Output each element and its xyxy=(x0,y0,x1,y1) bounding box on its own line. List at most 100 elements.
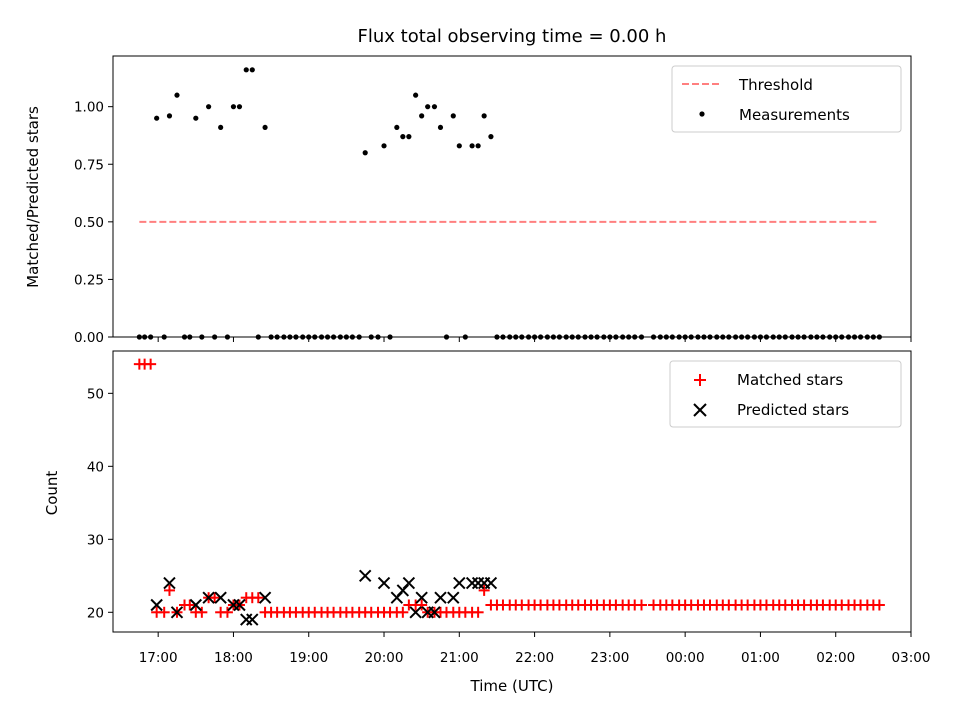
matched-point xyxy=(416,599,428,611)
measurement-point xyxy=(400,134,406,140)
measurement-point xyxy=(230,104,237,110)
top-axes: Matched/Predicted stars 0.00 0.25 0.50 0.75… xyxy=(24,55,912,346)
x-tick-label: 20:00 xyxy=(365,650,404,666)
predicted-point xyxy=(377,576,391,590)
predicted-point xyxy=(246,613,259,626)
x-tick-label: 02:00 xyxy=(816,650,855,666)
matched-point xyxy=(873,599,885,611)
x-tick-label: 19:00 xyxy=(289,650,328,666)
bottom-y-tick-label: 30 xyxy=(87,532,104,548)
measurement-point xyxy=(218,124,224,131)
bottom-legend: Matched stars Predicted stars xyxy=(669,360,902,428)
measurement-point xyxy=(154,115,160,121)
top-y-axis-label: Matched/Predicted stars xyxy=(24,106,42,288)
measurement-point xyxy=(166,113,173,119)
top-y-tick-label: 0.75 xyxy=(74,157,104,173)
top-legend: Threshold Measurements xyxy=(671,65,902,133)
measurement-point xyxy=(413,92,419,98)
measurement-point xyxy=(469,143,475,149)
matched-point xyxy=(184,599,196,611)
x-tick-label: 22:00 xyxy=(515,650,554,666)
bottom-legend-box xyxy=(669,360,902,428)
predicted-point xyxy=(453,576,466,590)
x-tick-label: 01:00 xyxy=(741,650,780,666)
matched-point xyxy=(196,606,208,618)
matched-point xyxy=(397,606,409,618)
top-legend-box xyxy=(671,65,902,133)
legend-matched-label: Matched stars xyxy=(737,371,843,389)
x-tick-label: 18:00 xyxy=(214,650,253,666)
bottom-y-tick-label: 20 xyxy=(87,605,104,621)
matched-point xyxy=(472,606,484,618)
measurement-point xyxy=(193,115,199,121)
predicted-points xyxy=(150,569,498,626)
measurement-point xyxy=(206,104,212,110)
top-y-ticks: 0.00 0.25 0.50 0.75 1.00 xyxy=(74,100,113,346)
matched-point xyxy=(635,599,647,611)
measurement-point xyxy=(381,143,387,149)
measurement-point xyxy=(174,92,180,98)
matched-point xyxy=(145,358,157,370)
legend-measurements-label: Measurements xyxy=(739,106,850,124)
measurement-point xyxy=(406,134,412,140)
measurement-point xyxy=(249,67,255,73)
matched-point xyxy=(221,606,233,618)
predicted-point xyxy=(402,576,416,590)
predicted-point xyxy=(434,591,447,604)
predicted-point xyxy=(484,576,498,590)
predicted-point xyxy=(447,591,460,604)
bottom-y-tick-label: 50 xyxy=(87,386,104,402)
measurement-point xyxy=(419,113,425,119)
x-tick-label: 03:00 xyxy=(892,650,931,666)
predicted-point xyxy=(428,606,441,619)
predicted-point xyxy=(163,576,176,590)
measurement-point xyxy=(481,113,487,119)
predicted-point xyxy=(415,591,428,604)
x-tick-label: 00:00 xyxy=(666,650,705,666)
measurement-point xyxy=(456,143,462,149)
predicted-point xyxy=(202,591,215,604)
predicted-point xyxy=(189,598,203,612)
predicted-point xyxy=(233,598,246,612)
matched-point xyxy=(158,606,170,618)
predicted-point xyxy=(170,606,184,619)
bottom-x-ticks: 17:00 18:00 19:00 20:00 21:00 22:00 23:00 00:00… xyxy=(139,632,931,666)
legend-predicted-swatch xyxy=(693,403,707,417)
predicted-point xyxy=(358,569,372,583)
matched-point xyxy=(252,592,264,604)
top-y-tick-label: 0.25 xyxy=(74,272,104,288)
measurement-point xyxy=(488,134,494,140)
matched-point xyxy=(478,584,490,596)
measurement-points xyxy=(136,67,882,340)
measurement-point xyxy=(437,124,444,131)
measurement-point xyxy=(450,113,456,119)
measurement-point xyxy=(236,104,243,110)
matched-point xyxy=(163,584,175,596)
bottom-y-axis-label: Count xyxy=(43,471,61,516)
bottom-plot-frame xyxy=(112,350,912,633)
measurement-point xyxy=(431,104,438,110)
top-plot-frame xyxy=(112,55,912,338)
legend-measurements-swatch xyxy=(699,111,705,117)
measurement-point xyxy=(394,124,400,131)
bottom-y-tick-label: 40 xyxy=(87,459,104,475)
x-tick-label: 23:00 xyxy=(590,650,629,666)
measurement-point xyxy=(475,143,481,149)
predicted-point xyxy=(258,591,272,604)
legend-predicted-label: Predicted stars xyxy=(737,401,849,419)
x-axis-label: Time (UTC) xyxy=(470,677,554,695)
x-tick-label: 17:00 xyxy=(139,650,178,666)
x-tick-label: 21:00 xyxy=(440,650,479,666)
top-y-tick-label: 1.00 xyxy=(74,100,104,116)
measurement-point xyxy=(243,67,249,73)
top-y-tick-label: 0.00 xyxy=(74,330,104,346)
legend-threshold-label: Threshold xyxy=(738,76,813,94)
predicted-point xyxy=(214,591,227,604)
legend-matched-swatch xyxy=(694,374,706,386)
measurement-point xyxy=(362,150,368,156)
measurement-point xyxy=(425,104,431,110)
bottom-axes: Count Time (UTC) 20 30 40 50 17:00 18:00 19:0… xyxy=(43,350,931,695)
chart-title: Flux total observing time = 0.00 h xyxy=(358,26,667,47)
predicted-point xyxy=(150,598,163,612)
